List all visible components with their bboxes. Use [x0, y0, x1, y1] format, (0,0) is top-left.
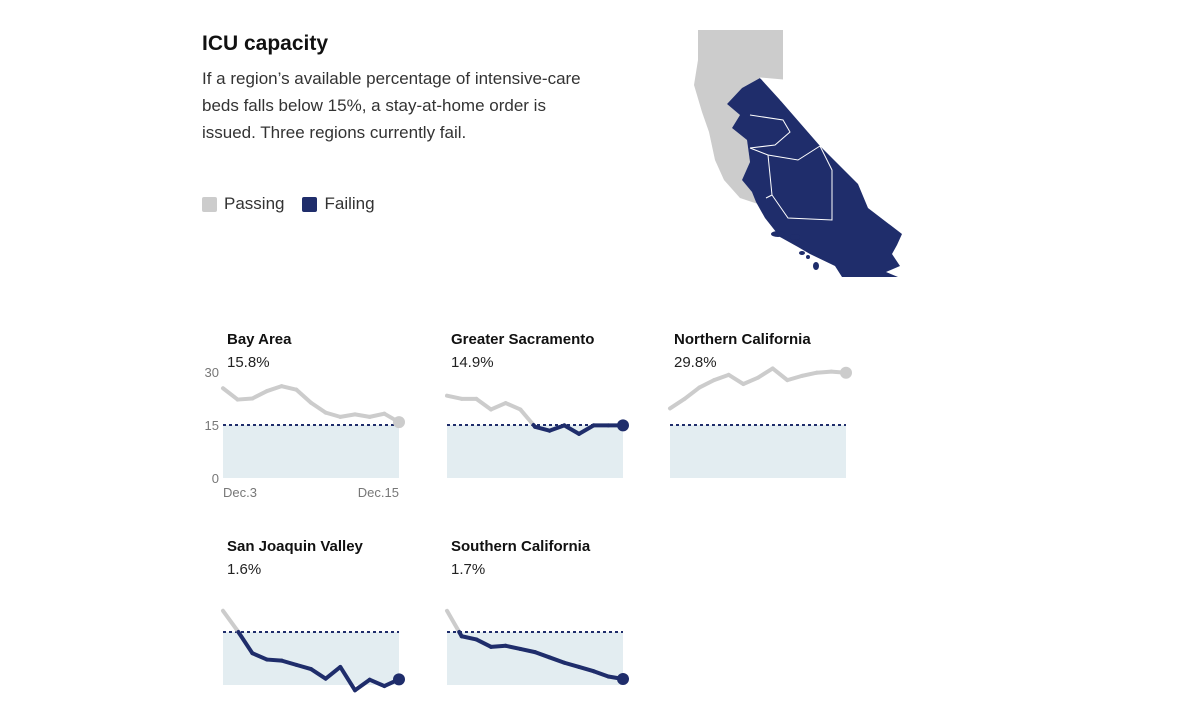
series-line-segment [309, 400, 328, 415]
series-line-segment [445, 393, 464, 401]
map-channel-islands [771, 231, 819, 270]
series-line-segment [741, 375, 760, 387]
series-line-segment [562, 660, 581, 669]
legend-item-passing: Passing [202, 194, 284, 214]
series-line-segment [547, 655, 567, 665]
series-line-segment [697, 378, 716, 390]
series-line-segment [294, 662, 313, 672]
series-line-segment [323, 664, 343, 681]
chart-northern-california: Northern California 29.8% [668, 331, 852, 478]
threshold-band [670, 425, 846, 478]
x-tick-label: Dec.15 [358, 485, 399, 500]
series-line-segment [547, 423, 567, 433]
series-line-segment [577, 664, 596, 674]
series-line-segment [323, 410, 343, 419]
series-line-segment [474, 396, 493, 412]
latest-value-point [617, 419, 629, 432]
chart-southern-california: Southern California 1.7% [445, 538, 629, 685]
legend-item-failing: Failing [302, 194, 375, 214]
series-line-segment [294, 387, 313, 405]
series-line-segment [503, 643, 523, 651]
chart-greater-sacramento: Greater Sacramento 14.9% [445, 331, 629, 478]
series-line-segment [668, 396, 687, 411]
region-value: 15.8% [227, 354, 270, 371]
series-line-segment [279, 658, 299, 667]
series-line-segment [785, 373, 804, 383]
region-name: Greater Sacramento [451, 331, 594, 348]
y-tick-label: 0 [212, 471, 219, 486]
legend-passing-label: Passing [224, 194, 285, 213]
passing-swatch [202, 196, 217, 212]
region-name: Bay Area [227, 331, 292, 348]
series-line-segment [250, 651, 269, 662]
series-line-segment [489, 643, 508, 649]
series-line-segment [518, 646, 537, 655]
series-line-segment [533, 424, 552, 433]
region-value: 1.6% [227, 561, 261, 578]
series-line-segment [814, 369, 834, 375]
legend-failing-label: Failing [324, 194, 375, 213]
region-name: Northern California [674, 331, 811, 348]
threshold-band [447, 425, 623, 478]
map-failing-regions [727, 78, 902, 277]
series-line-segment [338, 664, 357, 693]
series-line-segment [726, 372, 746, 387]
threshold-band [223, 425, 399, 478]
california-region-map [694, 30, 902, 277]
series-line-segment [236, 630, 255, 656]
series-line-segment [235, 396, 255, 402]
latest-value-point [393, 416, 405, 429]
latest-value-point [840, 366, 852, 379]
chart-bay-area: Bay Area 15.8% 30 15 0 Dec.3 Dec.15 [205, 331, 405, 500]
threshold-band [223, 632, 399, 685]
series-line-segment [800, 370, 819, 378]
region-name: San Joaquin Valley [227, 538, 364, 555]
series-line-segment [265, 657, 284, 663]
chart-title: ICU capacity [202, 32, 329, 55]
latest-value-point [393, 673, 405, 686]
series-line-segment [489, 401, 508, 412]
series-line-segment [518, 407, 536, 427]
series-line-segment [367, 677, 387, 689]
series-line-segment [712, 372, 731, 383]
series-line-segment [221, 386, 240, 402]
region-value: 1.7% [451, 561, 485, 578]
x-tick-label: Dec.3 [223, 485, 257, 500]
y-tick-label: 30 [205, 365, 219, 380]
failing-swatch [302, 196, 318, 212]
series-line-segment [533, 650, 552, 660]
region-value: 29.8% [674, 354, 717, 371]
map-region-borders [749, 77, 833, 221]
map-passing-regions [694, 30, 783, 204]
series-line-segment [445, 608, 462, 634]
region-value: 14.9% [451, 354, 494, 371]
series-line-segment [503, 401, 523, 412]
series-line-segment [770, 366, 790, 383]
legend: Passing Failing [202, 194, 393, 214]
series-line-segment [756, 366, 775, 380]
series-line-segment [562, 423, 581, 436]
series-line-segment [459, 634, 479, 642]
series-line-segment [353, 412, 372, 419]
series-line-segment [309, 667, 328, 681]
series-line-segment [250, 389, 269, 401]
series-line-segment [474, 637, 493, 649]
series-line-segment [338, 412, 357, 419]
chart-description: If a region’s available percentage of in… [202, 69, 581, 142]
series-line-segment [591, 669, 611, 679]
series-line-segment [577, 423, 596, 436]
series-line-segment [353, 677, 372, 693]
series-line-segment [682, 385, 702, 401]
region-name: Southern California [451, 538, 591, 555]
chart-san-joaquin-valley: San Joaquin Valley 1.6% [221, 538, 405, 693]
series-line-segment [265, 384, 284, 394]
series-line-segment [221, 608, 240, 633]
latest-value-point [617, 672, 629, 685]
series-line-segment [279, 384, 299, 392]
y-tick-label: 15 [205, 418, 219, 433]
series-line-segment [367, 411, 387, 419]
